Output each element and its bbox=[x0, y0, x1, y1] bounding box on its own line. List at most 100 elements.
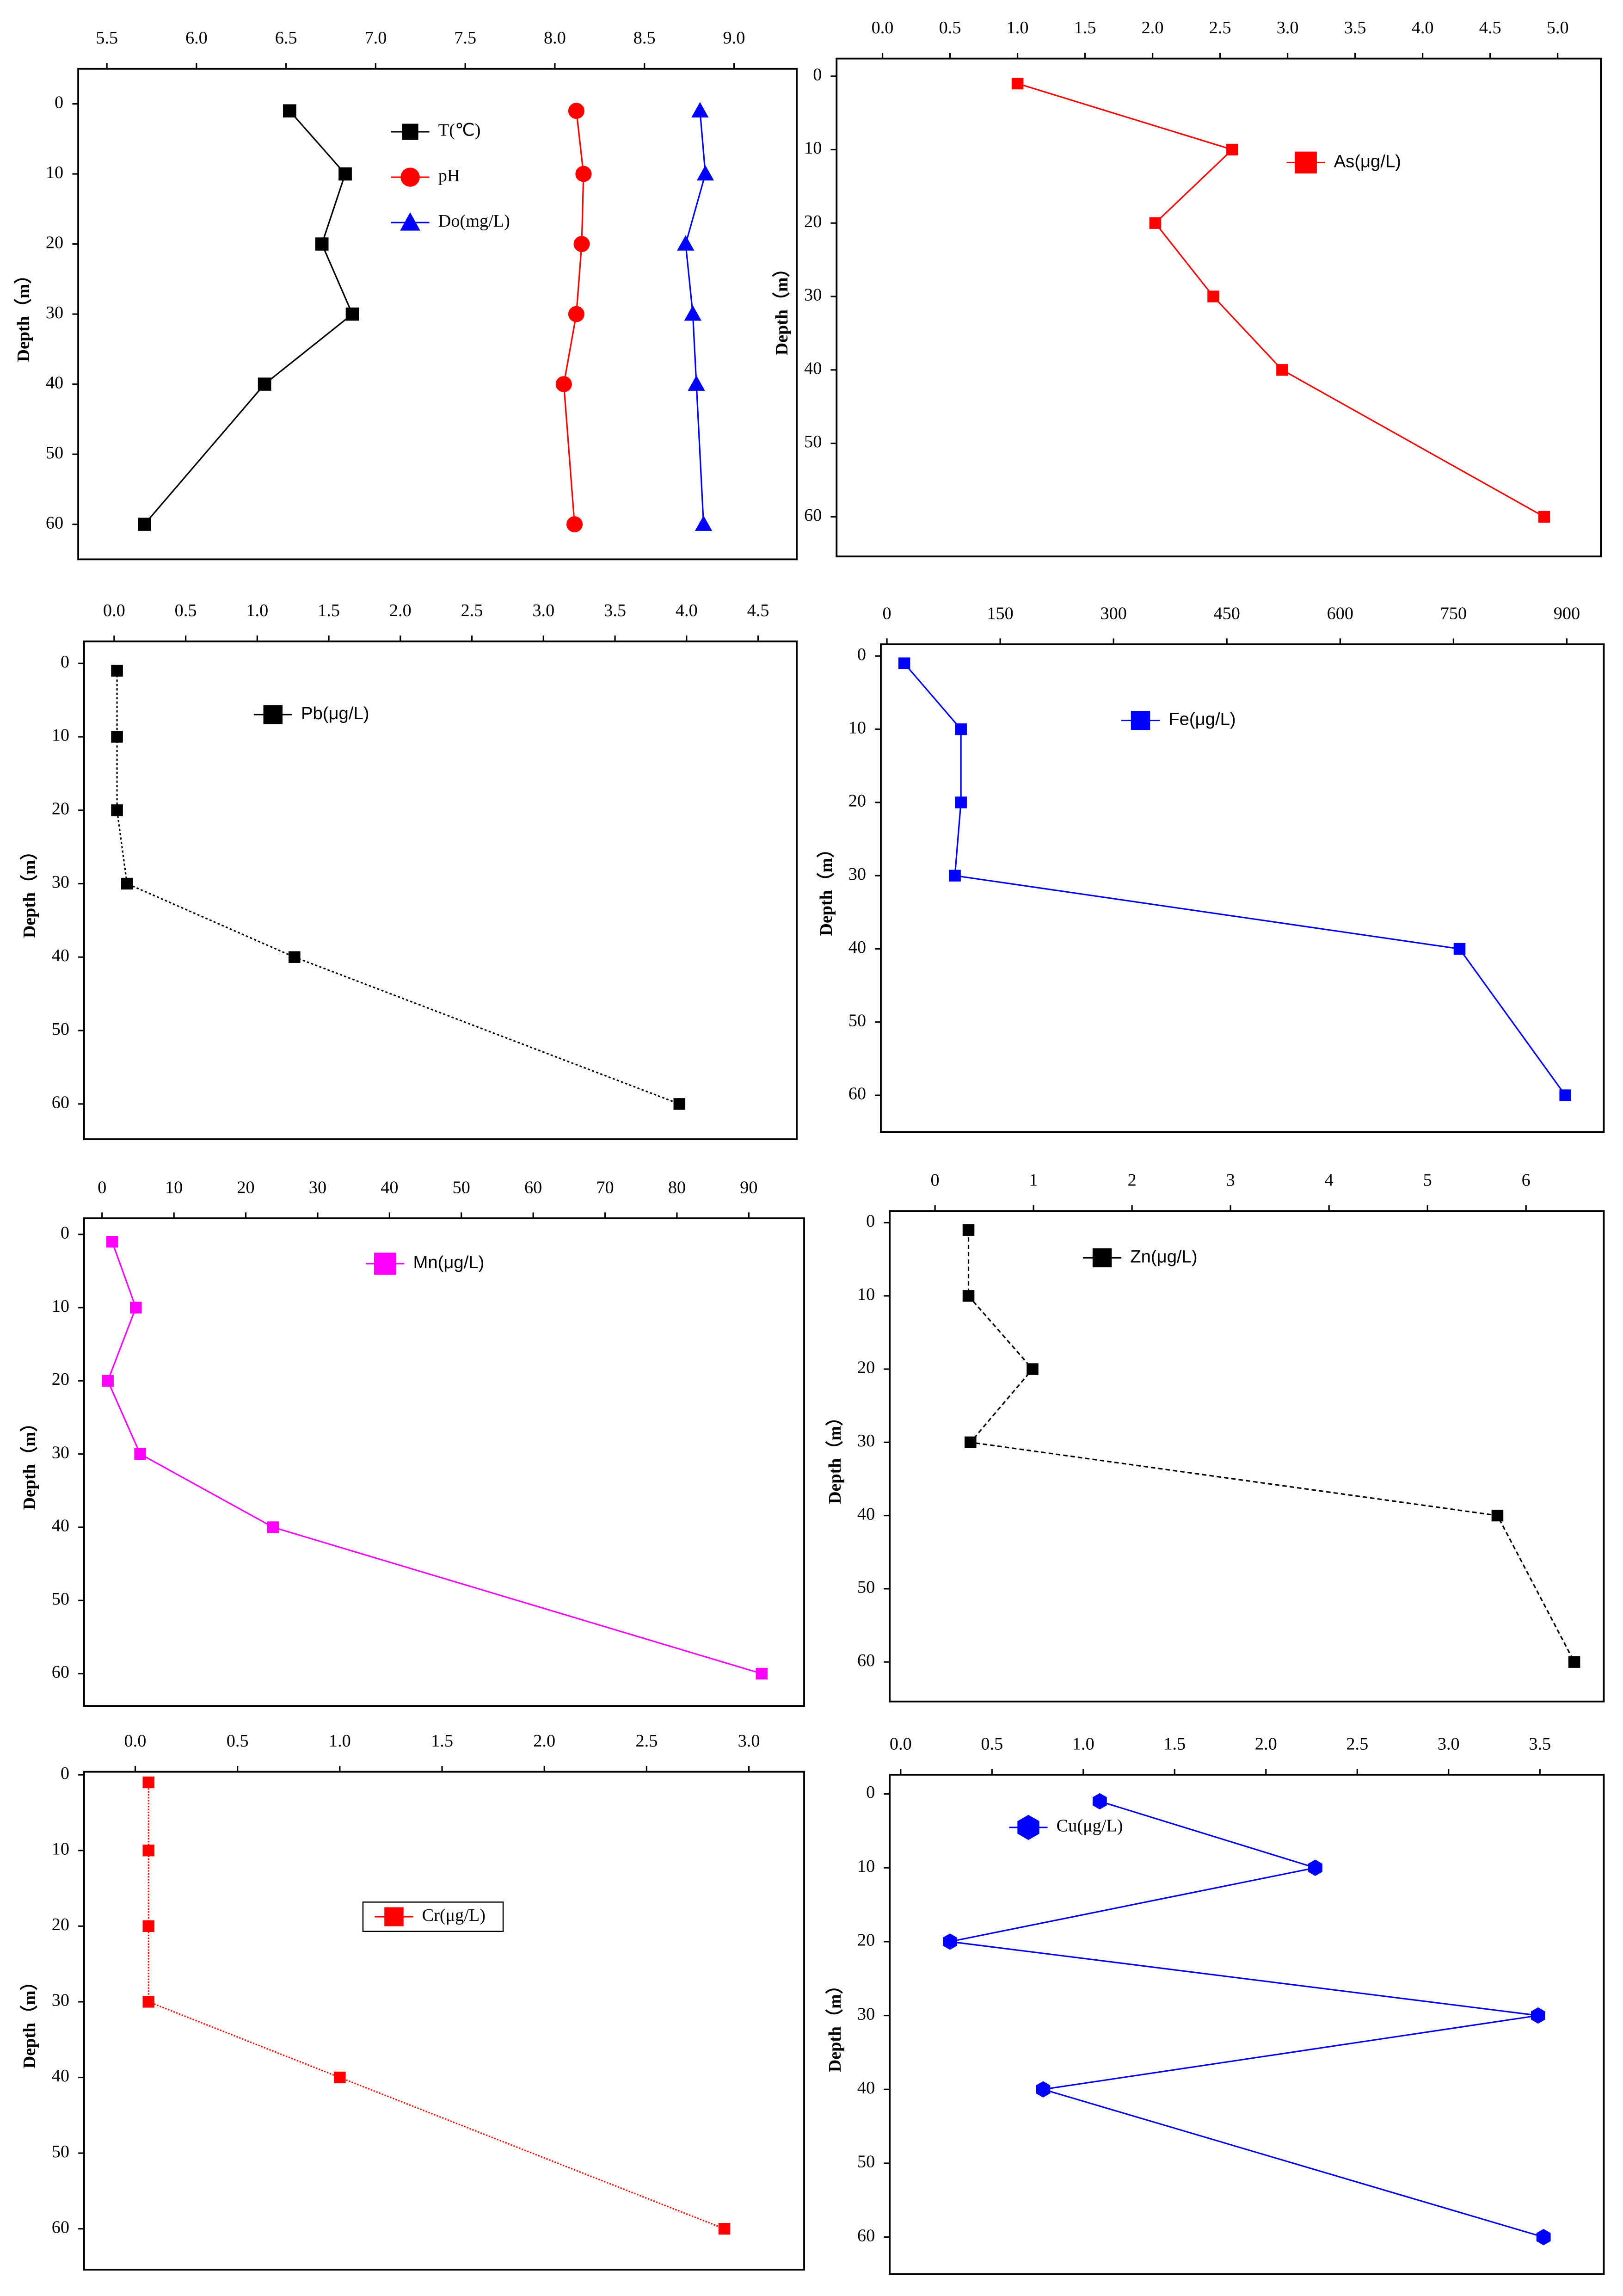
data-point bbox=[673, 1098, 686, 1110]
data-point bbox=[142, 1776, 154, 1789]
y-axis-label: Depth（m） bbox=[19, 842, 39, 938]
y-tick-label: 0 bbox=[61, 1764, 69, 1783]
x-tick-label: 750 bbox=[1440, 604, 1467, 623]
x-tick-label: 80 bbox=[668, 1178, 686, 1197]
y-tick-label: 20 bbox=[848, 791, 866, 811]
y-tick-label: 20 bbox=[52, 1370, 69, 1389]
x-tick-label: 4 bbox=[1325, 1171, 1334, 1190]
panel: 0.0 0.5 1.0 1.5 2.0 2.5 3.0 0 10 20 30 40 50 60 Depth（… bbox=[19, 1731, 805, 2271]
x-tick-label: 3.5 bbox=[1529, 1734, 1551, 1753]
legend-label: pH bbox=[438, 166, 460, 185]
x-tick-label: 6.0 bbox=[185, 28, 208, 48]
x-tick-label: 0 bbox=[98, 1178, 106, 1197]
series-line bbox=[950, 1800, 1544, 2238]
x-tick-label: 6.5 bbox=[275, 28, 297, 48]
data-point bbox=[315, 237, 329, 251]
y-tick-label: 0 bbox=[61, 652, 69, 672]
y-tick-label: 40 bbox=[52, 2066, 69, 2086]
x-tick-label: 70 bbox=[596, 1178, 614, 1197]
y-tick-label: 60 bbox=[857, 1651, 875, 1670]
x-tick-label: 1.0 bbox=[329, 1731, 351, 1751]
data-point bbox=[684, 305, 701, 321]
x-tick-label: 5.5 bbox=[96, 28, 118, 48]
y-tick-label: 30 bbox=[804, 285, 822, 305]
x-tick-label: 1.5 bbox=[1163, 1734, 1186, 1753]
data-point bbox=[111, 804, 123, 816]
data-point bbox=[962, 1224, 975, 1236]
legend-marker bbox=[402, 123, 418, 140]
y-tick-label: 0 bbox=[55, 93, 63, 112]
x-tick-label: 2.5 bbox=[1209, 18, 1231, 37]
x-tick-label: 7.0 bbox=[364, 28, 387, 48]
plot-frame bbox=[83, 1771, 805, 2271]
x-tick-label: 3.0 bbox=[532, 601, 554, 620]
x-tick-label: 1.0 bbox=[1072, 1734, 1094, 1753]
x-tick-label: 2 bbox=[1128, 1171, 1137, 1190]
legend-marker bbox=[1092, 1248, 1112, 1268]
y-tick-label: 30 bbox=[52, 1443, 69, 1463]
x-tick-label: 3 bbox=[1226, 1171, 1235, 1190]
y-tick-label: 10 bbox=[848, 718, 866, 737]
y-tick-label: 0 bbox=[857, 645, 866, 664]
x-tick-label: 0.0 bbox=[872, 18, 894, 37]
y-tick-label: 30 bbox=[46, 303, 63, 322]
x-tick-label: 1.5 bbox=[318, 601, 340, 620]
y-tick-label: 50 bbox=[857, 2152, 875, 2172]
panel: 0.0 0.5 1.0 1.5 2.0 2.5 3.0 3.5 4.0 4.5 0 10 20 30 40 5… bbox=[19, 601, 798, 1140]
x-tick-label: 50 bbox=[453, 1178, 470, 1197]
x-tick-label: 1.5 bbox=[431, 1731, 453, 1751]
data-point bbox=[568, 103, 584, 119]
data-point bbox=[955, 723, 967, 735]
data-point bbox=[718, 2223, 731, 2235]
legend-marker bbox=[1017, 1815, 1039, 1840]
x-tick-label: 3.5 bbox=[604, 601, 626, 620]
data-point bbox=[142, 1920, 154, 1932]
x-tick-label: 3.0 bbox=[1277, 18, 1299, 37]
x-tick-label: 60 bbox=[524, 1178, 542, 1197]
data-point bbox=[283, 104, 296, 117]
y-tick-label: 20 bbox=[46, 233, 63, 252]
data-point bbox=[1036, 2081, 1051, 2098]
data-point bbox=[111, 731, 123, 743]
y-tick-label: 60 bbox=[46, 513, 63, 532]
x-tick-label: 0.5 bbox=[939, 18, 961, 37]
x-tick-label: 3.0 bbox=[738, 1731, 760, 1751]
legend-marker bbox=[400, 167, 420, 187]
series-line bbox=[563, 111, 584, 525]
x-tick-label: 2.0 bbox=[533, 1731, 555, 1751]
y-tick-label: 30 bbox=[52, 1991, 69, 2010]
plot-frame bbox=[889, 1210, 1605, 1703]
data-point bbox=[965, 1436, 977, 1448]
plot-frame bbox=[83, 640, 798, 1140]
legend-label: Do(mg/L) bbox=[438, 211, 510, 231]
data-point bbox=[949, 870, 961, 882]
y-tick-label: 10 bbox=[857, 1285, 875, 1304]
y-tick-label: 40 bbox=[46, 373, 63, 392]
y-tick-label: 0 bbox=[813, 65, 822, 85]
legend-label: Zn(μg/L) bbox=[1130, 1247, 1197, 1267]
data-point bbox=[962, 1290, 975, 1302]
data-point bbox=[1011, 77, 1024, 90]
legend-marker bbox=[1295, 151, 1317, 174]
data-point bbox=[898, 657, 910, 669]
data-point bbox=[1538, 511, 1550, 523]
y-tick-label: 10 bbox=[52, 1839, 69, 1859]
y-tick-label: 10 bbox=[52, 726, 69, 745]
data-point bbox=[1536, 2229, 1551, 2246]
data-point bbox=[573, 236, 590, 252]
series-line bbox=[685, 111, 707, 525]
y-tick-label: 50 bbox=[52, 1019, 69, 1039]
data-point bbox=[1226, 143, 1238, 156]
x-tick-label: 2.0 bbox=[389, 601, 412, 620]
y-tick-label: 50 bbox=[857, 1578, 875, 1597]
y-tick-label: 50 bbox=[804, 432, 822, 451]
series-line bbox=[148, 1782, 725, 2230]
data-point bbox=[1276, 364, 1288, 376]
x-tick-label: 2.0 bbox=[1255, 1734, 1277, 1753]
data-point bbox=[1491, 1509, 1504, 1522]
x-tick-label: 0.0 bbox=[103, 601, 125, 620]
x-tick-label: 1.0 bbox=[246, 601, 268, 620]
data-point bbox=[1092, 1793, 1107, 1810]
y-axis-label: Depth（m） bbox=[772, 259, 792, 355]
